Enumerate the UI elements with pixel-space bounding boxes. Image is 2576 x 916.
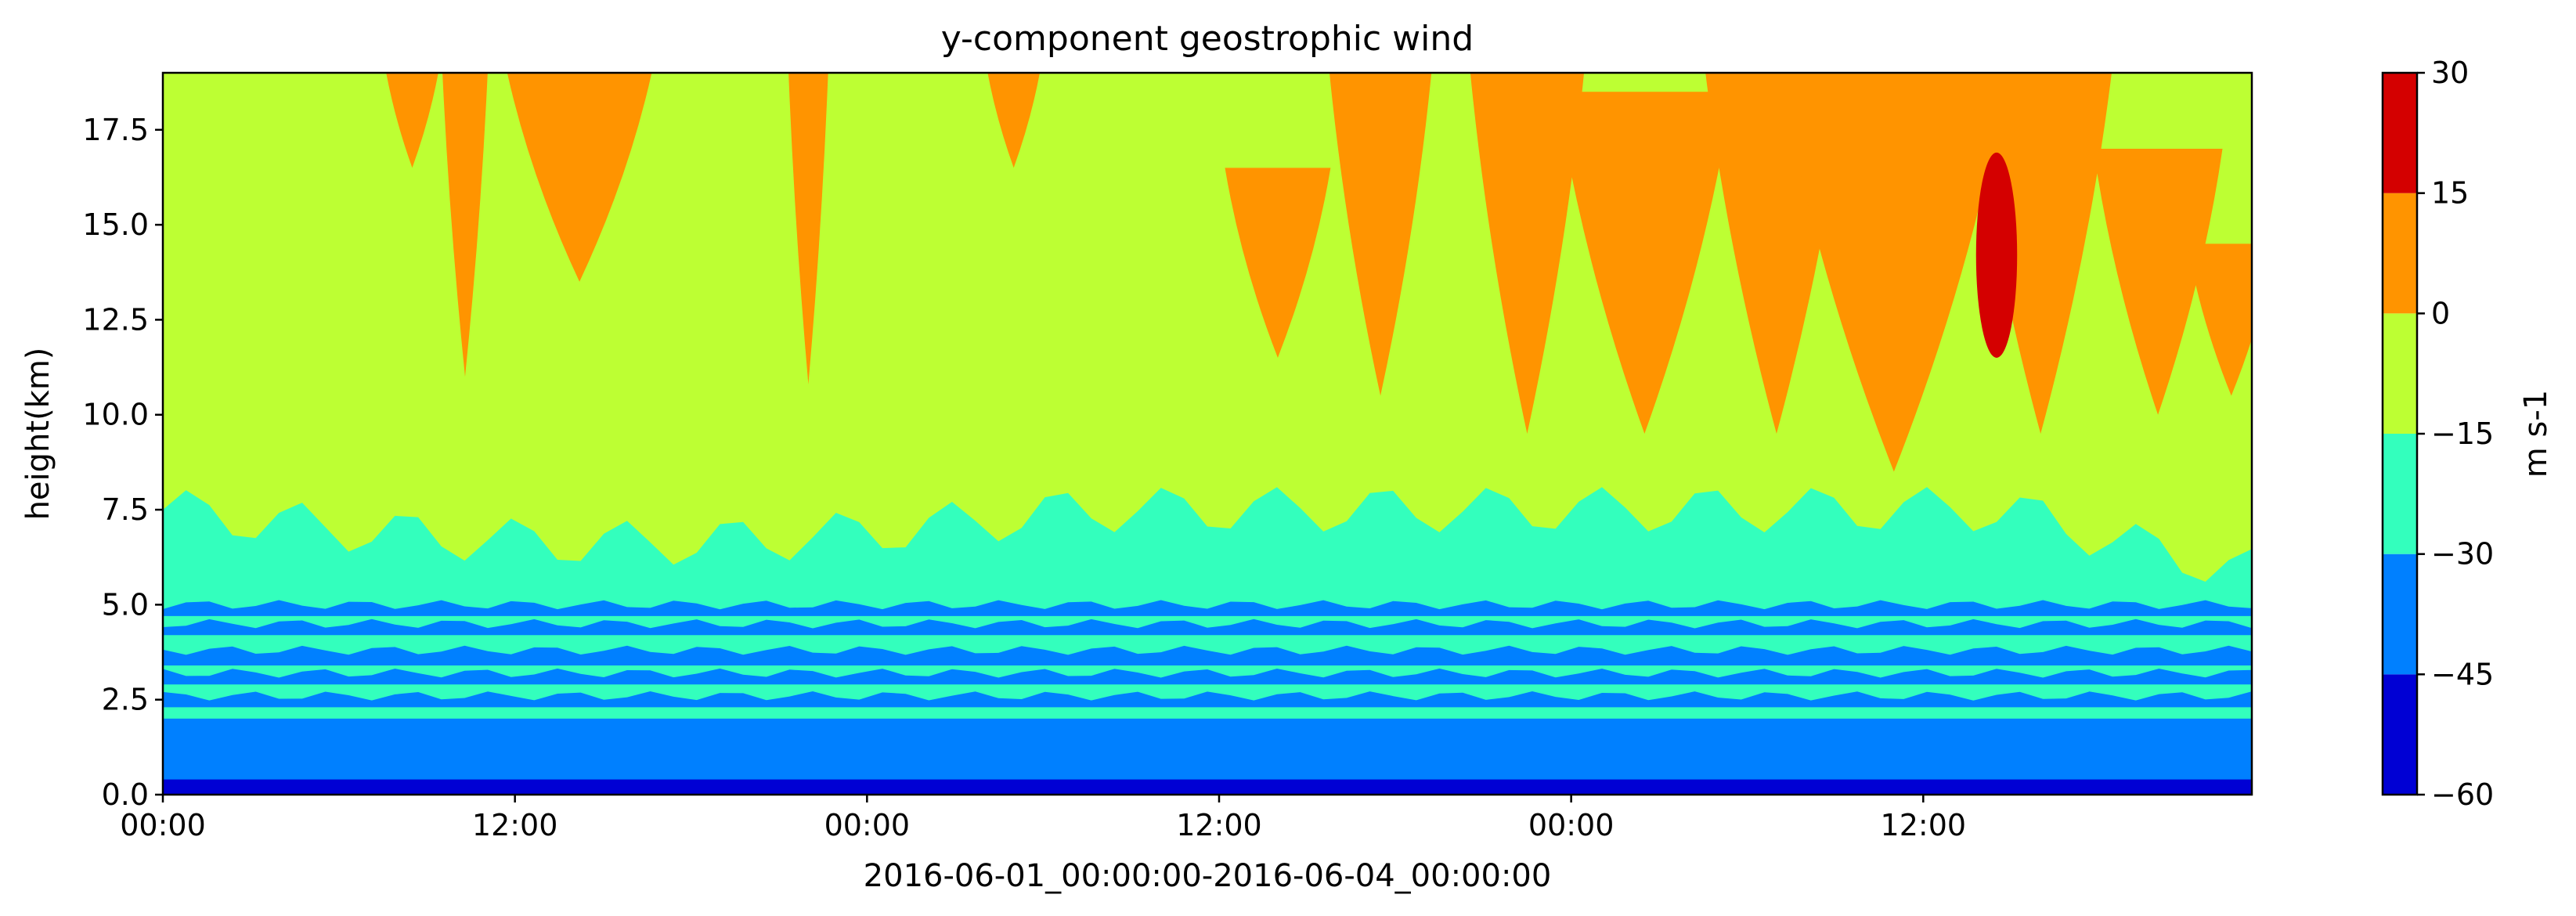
y-tick-label: 5.0	[102, 587, 149, 622]
colorbar-tick-label: 15	[2431, 176, 2469, 211]
field-orange-patch	[386, 73, 438, 168]
field-orange-patch	[2093, 149, 2223, 415]
colorbar-segment	[2383, 73, 2417, 193]
colorbar: −60 −45 −30 −15 0 15 30	[2381, 56, 2494, 812]
x-tick-label: 00:00	[824, 808, 911, 842]
colorbar-segment	[2383, 434, 2417, 554]
x-tick-label: 12:00	[1881, 808, 1967, 842]
field-orange-patch	[788, 73, 828, 384]
y-tick-label: 12.5	[82, 302, 149, 337]
field-cyan-layer	[163, 487, 2252, 795]
field-orange-patch	[987, 73, 1040, 168]
plot-area	[163, 73, 2252, 795]
y-tick-label: 15.0	[82, 207, 149, 242]
field-blue-band	[163, 645, 2252, 666]
y-tick-label: 10.0	[82, 398, 149, 432]
colorbar-tick-label: −30	[2431, 537, 2494, 572]
colorbar-segment	[2383, 313, 2417, 434]
field-blue-band	[163, 618, 2252, 636]
colorbar-tick-label: −60	[2431, 777, 2494, 812]
colorbar-segment	[2383, 674, 2417, 795]
x-tick-label: 00:00	[120, 808, 206, 842]
y-tick-label: 7.5	[102, 492, 149, 527]
field-blue-band	[163, 600, 2252, 616]
chart-title: y-component geostrophic wind	[941, 19, 1474, 59]
field-red-core	[1975, 152, 2018, 358]
field-blue-band	[163, 718, 2252, 795]
x-axis-label: 2016-06-01_00:00:00-2016-06-04_00:00:00	[864, 858, 1552, 894]
x-tick-label: 12:00	[472, 808, 558, 842]
colorbar-tick-label: −45	[2431, 657, 2494, 691]
x-tick-label: 12:00	[1176, 808, 1262, 842]
x-axis: 00:00 12:00 00:00 12:00 00:00 12:00	[120, 795, 1966, 842]
colorbar-tick-label: 30	[2431, 56, 2469, 90]
field-orange-patch	[1225, 168, 1331, 358]
field-orange-patch	[1556, 92, 1733, 435]
plot-frame	[161, 71, 2253, 796]
field-orange-patch	[442, 73, 488, 377]
field-orange-patch	[1329, 73, 1432, 396]
y-axis-label: height(km)	[20, 348, 56, 521]
field-blue-band	[163, 668, 2252, 685]
colorbar-segment	[2383, 193, 2417, 314]
field-orange-patch	[507, 73, 652, 282]
field-base-layer	[163, 779, 2252, 795]
x-tick-label: 00:00	[1528, 808, 1615, 842]
colorbar-label: m s-1	[2518, 390, 2554, 478]
colorbar-tick-label: 0	[2431, 296, 2450, 330]
field-blue-band	[163, 691, 2252, 708]
colorbar-segment	[2383, 554, 2417, 675]
y-tick-label: 0.0	[102, 777, 149, 812]
field-orange-patch	[2187, 243, 2252, 396]
field-orange-patch	[1470, 73, 1585, 434]
y-tick-label: 2.5	[102, 683, 149, 717]
y-tick-label: 17.5	[82, 113, 149, 147]
y-axis: 0.0 2.5 5.0 7.5 10.0 12.5 15.0 17.5	[82, 113, 163, 812]
field-orange-patch	[1780, 73, 2008, 472]
colorbar-tick-label: −15	[2431, 417, 2494, 451]
